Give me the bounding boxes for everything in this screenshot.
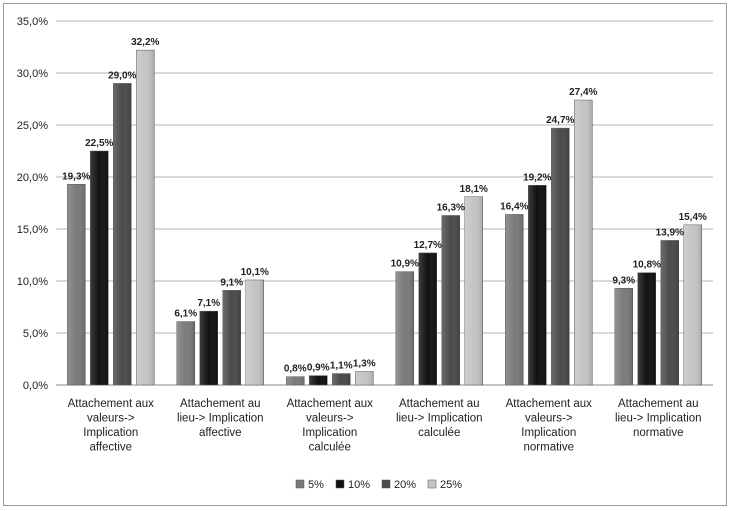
data-label: 18,1%	[460, 184, 488, 195]
data-label: 10,9%	[391, 259, 419, 270]
data-label: 1,1%	[330, 361, 353, 372]
data-label: 10,8%	[633, 260, 661, 271]
category-label-line: Attachement au	[180, 398, 261, 410]
category-label-line: Attachement aux	[68, 398, 155, 410]
bar-shading	[418, 252, 437, 385]
y-tick-label: 10,0%	[17, 276, 48, 288]
category-label-line: valeurs->	[87, 413, 135, 425]
y-axis-tick-labels: 0,0% 5,0% 10,0% 15,0% 20,0% 25,0% 30,0% 35,0%	[17, 16, 48, 392]
category-label-line: affective	[89, 442, 132, 454]
category-label: Attachement au lieu-> Implication calculée	[396, 398, 483, 439]
legend-swatch	[295, 479, 305, 489]
data-label: 0,9%	[307, 363, 330, 374]
bar-shading	[528, 185, 547, 385]
data-label: 7,1%	[197, 298, 220, 309]
bar-shading	[199, 311, 218, 385]
data-label: 0,8%	[284, 364, 307, 375]
bar-shading	[245, 279, 264, 385]
legend: 5% 10% 20% 25%	[295, 479, 462, 491]
category-label-line: Implication	[83, 427, 138, 439]
bar-shading	[464, 196, 483, 385]
y-tick-label: 15,0%	[17, 224, 48, 236]
bar-shading	[505, 214, 524, 385]
category-label-line: normative	[524, 442, 575, 454]
gridlines	[56, 20, 713, 386]
bar-shading	[660, 240, 679, 385]
category-label-line: calculée	[418, 427, 460, 439]
bars	[67, 49, 702, 386]
category-label-line: Attachement aux	[287, 398, 374, 410]
data-label: 19,3%	[62, 171, 90, 182]
bar-shading	[332, 373, 351, 385]
bar-shading	[551, 128, 570, 385]
category-label-line: normative	[633, 427, 684, 439]
legend-swatch	[335, 479, 345, 489]
category-label-line: Attachement aux	[506, 398, 593, 410]
bar-shading	[614, 288, 633, 385]
category-label-line: affective	[199, 427, 242, 439]
bar-shading	[222, 290, 241, 385]
legend-label: 25%	[440, 479, 462, 491]
legend-label: 10%	[348, 479, 370, 491]
category-label-line: Implication	[302, 427, 357, 439]
legend-label: 20%	[394, 479, 416, 491]
category-label: Attachement aux valeurs-> Implication calcu…	[287, 398, 374, 454]
bar-shading	[574, 100, 593, 385]
bar-shading	[176, 321, 195, 385]
legend-label: 5%	[308, 479, 324, 491]
category-label-line: lieu-> Implication	[177, 413, 264, 425]
data-label: 10,1%	[241, 267, 269, 278]
bar-shading	[136, 50, 155, 386]
category-label: Attachement aux valeurs-> Implication norma…	[506, 398, 593, 454]
data-label: 32,2%	[131, 37, 159, 48]
bar-shading	[90, 151, 109, 385]
data-label: 9,3%	[612, 275, 635, 286]
bar-shading	[67, 184, 86, 385]
data-label: 9,1%	[220, 277, 243, 288]
y-tick-label: 25,0%	[17, 120, 48, 132]
legend-swatch	[381, 479, 391, 489]
data-label: 19,2%	[523, 172, 551, 183]
x-axis-category-labels: Attachement aux valeurs-> Implication affec…	[68, 398, 702, 454]
bar-shading	[286, 376, 305, 385]
y-tick-label: 30,0%	[17, 68, 48, 80]
data-label: 12,7%	[414, 240, 442, 251]
category-label-line: calculée	[309, 442, 351, 454]
data-label: 6,1%	[174, 309, 197, 320]
data-label: 24,7%	[546, 115, 574, 126]
y-tick-label: 0,0%	[23, 380, 48, 392]
category-label-line: valeurs->	[525, 413, 573, 425]
data-label: 27,4%	[569, 87, 597, 98]
category-label: Attachement au lieu-> Implication affectiv…	[177, 398, 264, 439]
data-labels: 19,3% 22,5% 29,0% 32,2% 6,1%7,1%9,1%10,1% 0,8…	[62, 37, 707, 375]
data-label: 1,3%	[353, 358, 376, 369]
bar-shading	[309, 375, 328, 385]
data-label: 13,9%	[656, 227, 684, 238]
category-label-line: Attachement au	[618, 398, 699, 410]
data-label: 16,4%	[500, 201, 528, 212]
bar-shading	[441, 215, 460, 385]
y-tick-label: 35,0%	[17, 16, 48, 28]
category-label-line: Attachement au	[399, 398, 480, 410]
bar-shading	[395, 271, 414, 385]
data-label: 16,3%	[437, 202, 465, 213]
category-label: Attachement aux valeurs-> Implication affec…	[68, 398, 155, 454]
category-label-line: lieu-> Implication	[615, 413, 702, 425]
bar-shading	[637, 272, 656, 385]
data-label: 15,4%	[679, 212, 707, 223]
data-label: 29,0%	[108, 70, 136, 81]
y-tick-label: 5,0%	[23, 328, 48, 340]
y-tick-label: 20,0%	[17, 172, 48, 184]
category-label-line: valeurs->	[306, 413, 354, 425]
legend-swatch	[427, 479, 437, 489]
bar-shading	[683, 224, 702, 385]
category-label: Attachement au lieu-> Implication normativ…	[615, 398, 702, 439]
category-label-line: Implication	[521, 427, 576, 439]
category-label-line: lieu-> Implication	[396, 413, 483, 425]
data-label: 22,5%	[85, 138, 113, 149]
bar-shading	[355, 371, 374, 385]
bar-shading	[113, 83, 132, 386]
